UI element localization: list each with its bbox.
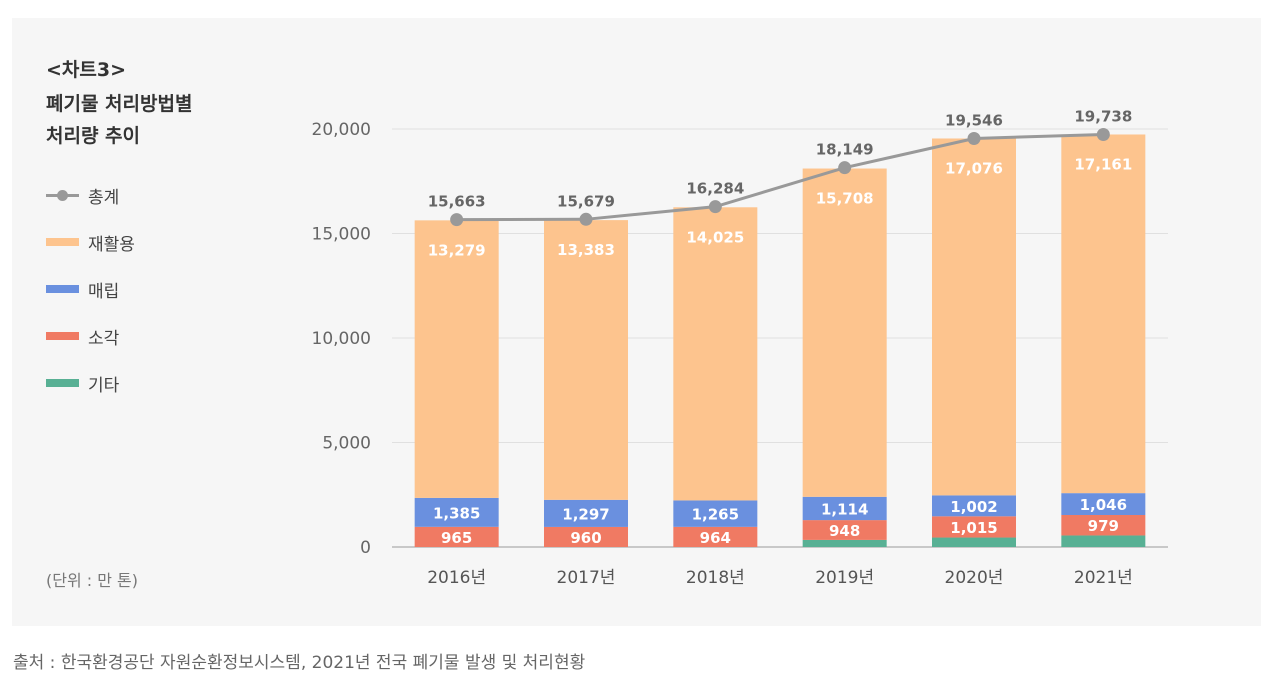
bar-segment-recycling xyxy=(673,207,758,501)
bar-segment-landfill xyxy=(1061,493,1146,516)
legend-incineration-label: 소각 xyxy=(88,328,120,349)
data-label-recycling: 15,708 xyxy=(816,190,874,208)
legend-item-landfill: 매립 xyxy=(46,277,135,302)
data-label-incineration: 979 xyxy=(1088,517,1119,535)
bar-segment-recycling xyxy=(932,138,1016,496)
data-label-incineration: 965 xyxy=(441,529,472,547)
bar-segment-recycling xyxy=(1061,134,1146,494)
total-data-label: 15,663 xyxy=(428,193,486,211)
data-label-landfill: 1,297 xyxy=(562,505,609,523)
data-label-recycling: 13,383 xyxy=(557,241,615,259)
bar-segment-other xyxy=(802,539,887,547)
bar-segment-incineration xyxy=(1061,515,1146,536)
data-label-landfill: 1,114 xyxy=(821,500,868,518)
chart-legend: 총계 재활용 매립 소각 기타 xyxy=(46,183,135,418)
bar-segment-other xyxy=(932,537,1016,547)
y-tick-label: 0 xyxy=(360,538,371,558)
legend-recycling-label: 재활용 xyxy=(88,234,135,255)
data-label-incineration: 964 xyxy=(700,529,731,547)
data-label-incineration: 960 xyxy=(570,529,601,547)
legend-landfill-swatch xyxy=(46,285,79,293)
legend-other-swatch xyxy=(46,379,79,387)
y-tick-label: 5,000 xyxy=(322,434,371,454)
bar-segment-recycling xyxy=(414,220,499,498)
legend-total-label: 총계 xyxy=(88,187,120,208)
bar-segment-recycling xyxy=(802,168,887,497)
bar-segment-incineration xyxy=(673,526,758,547)
total-point xyxy=(1096,127,1110,141)
legend-item-other: 기타 xyxy=(46,371,135,396)
legend-other-label: 기타 xyxy=(88,375,120,396)
bar-segment-other xyxy=(1061,535,1146,547)
total-point xyxy=(967,131,981,145)
total-point xyxy=(708,200,722,214)
data-label-landfill: 1,046 xyxy=(1080,496,1127,514)
chart-title-line-1: 폐기물 처리방법별 xyxy=(46,93,193,115)
legend-total-line-icon xyxy=(46,189,79,201)
x-tick-label: 2017년 xyxy=(557,568,616,588)
chart-title: 폐기물 처리방법별 처리량 추이 xyxy=(46,88,192,152)
total-point xyxy=(838,161,852,175)
data-label-landfill: 1,385 xyxy=(433,504,480,522)
legend-item-incineration: 소각 xyxy=(46,324,135,349)
total-point xyxy=(579,212,593,226)
chart-title-line-2: 처리량 추이 xyxy=(46,125,141,147)
legend-item-recycling: 재활용 xyxy=(46,230,135,255)
data-label-recycling: 13,279 xyxy=(428,241,486,259)
y-tick-label: 20,000 xyxy=(312,120,371,140)
chart-number-label: <차트3> xyxy=(46,59,127,81)
x-tick-label: 2019년 xyxy=(815,568,874,588)
legend-incineration-swatch xyxy=(46,332,79,340)
data-label-recycling: 17,076 xyxy=(945,159,1003,177)
total-data-label: 19,546 xyxy=(945,111,1003,129)
data-label-landfill: 1,265 xyxy=(692,506,739,524)
total-line xyxy=(456,132,1104,222)
bar-segment-landfill xyxy=(673,500,758,527)
total-data-label: 18,149 xyxy=(816,141,874,159)
data-label-incineration: 1,015 xyxy=(950,519,997,537)
bar-segment-landfill xyxy=(544,499,628,527)
bar-segment-incineration xyxy=(544,526,628,547)
bar-segment-incineration xyxy=(932,516,1016,538)
data-label-recycling: 14,025 xyxy=(686,228,744,246)
bar-segment-landfill xyxy=(932,495,1016,517)
bar-segment-incineration xyxy=(802,520,887,540)
bar-segment-incineration xyxy=(414,526,499,547)
data-label-incineration: 948 xyxy=(829,522,860,540)
source-note: 출처 : 한국환경공단 자원순환정보시스템, 2021년 전국 폐기물 발생 및… xyxy=(13,653,586,673)
unit-label: (단위 : 만 톤) xyxy=(46,571,139,590)
bar-segment-landfill xyxy=(802,496,887,521)
chart-panel xyxy=(12,18,1261,626)
legend-item-total: 총계 xyxy=(46,183,135,208)
y-tick-label: 15,000 xyxy=(312,225,371,245)
total-data-label: 15,679 xyxy=(557,192,615,210)
total-data-label: 16,284 xyxy=(686,180,744,198)
legend-recycling-swatch xyxy=(46,238,79,246)
x-tick-label: 2018년 xyxy=(686,568,745,588)
x-tick-label: 2016년 xyxy=(427,568,486,588)
total-data-label: 19,738 xyxy=(1074,107,1132,125)
total-point xyxy=(450,213,464,227)
data-label-landfill: 1,002 xyxy=(950,498,997,516)
x-tick-label: 2020년 xyxy=(945,568,1004,588)
y-tick-label: 10,000 xyxy=(312,329,371,349)
data-label-recycling: 17,161 xyxy=(1074,155,1132,173)
x-tick-label: 2021년 xyxy=(1074,568,1133,588)
legend-landfill-label: 매립 xyxy=(88,281,120,302)
bar-segment-landfill xyxy=(414,497,499,527)
bar-segment-recycling xyxy=(544,220,628,500)
